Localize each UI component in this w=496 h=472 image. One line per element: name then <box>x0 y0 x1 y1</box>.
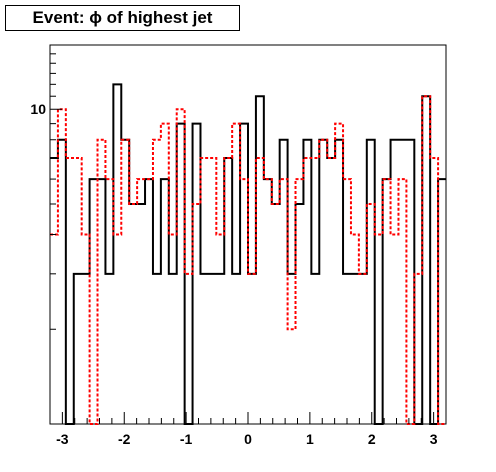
y-tick-label: 10 <box>30 101 46 117</box>
axes-layer: -3 -2 -1 0 1 2 3 10 <box>30 44 447 447</box>
x-tick-label: 2 <box>368 431 376 447</box>
series-layer <box>50 83 446 425</box>
x-tick-label: 0 <box>244 431 252 447</box>
x-tick-label: -2 <box>118 431 131 447</box>
x-tick-label: 3 <box>430 431 438 447</box>
x-tick-label: -3 <box>56 431 69 447</box>
x-tick-label: 1 <box>306 431 314 447</box>
chart-title: Event: ϕ of highest jet <box>5 5 240 31</box>
x-tick-label: -1 <box>180 431 193 447</box>
